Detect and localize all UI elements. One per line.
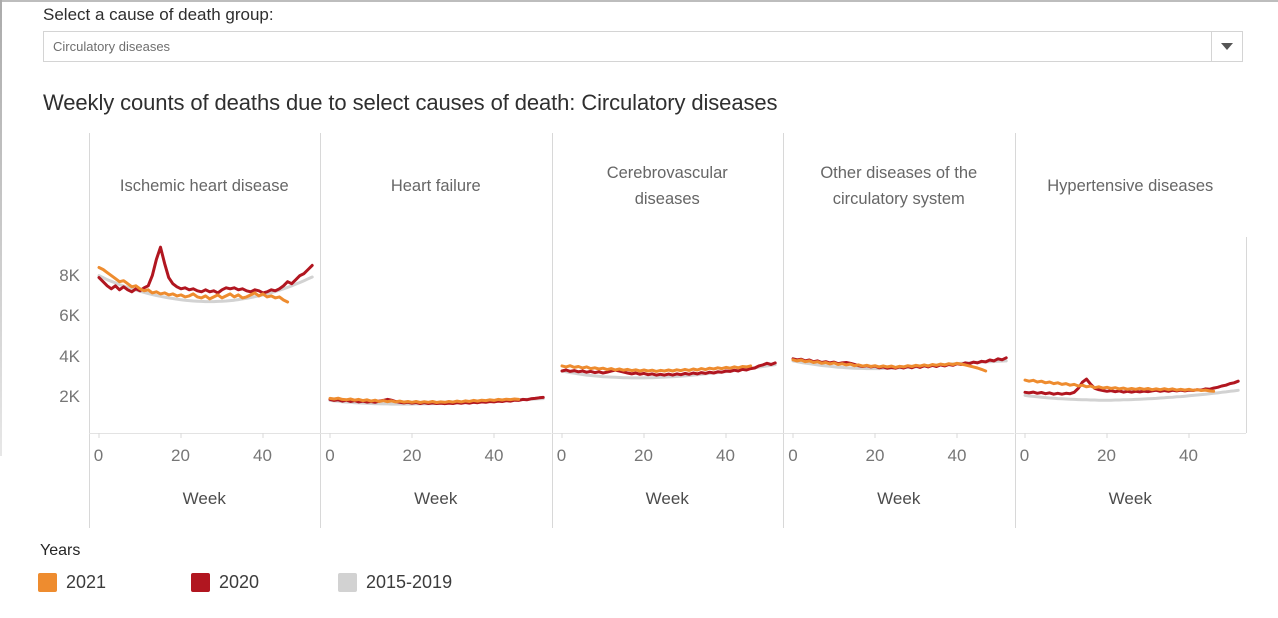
legend-item-2020[interactable]: 2020	[191, 572, 259, 593]
y-tick-label: 2K	[59, 387, 80, 407]
y-tick-label: 6K	[59, 306, 80, 326]
line-chart-ischemic-heart-disease[interactable]	[88, 133, 321, 439]
series-2021-line[interactable]	[560, 364, 752, 373]
pane-divider	[88, 133, 90, 528]
x-axis-title: Week	[645, 489, 689, 508]
chart-title: Weekly counts of deaths due to select ca…	[43, 90, 778, 115]
panel-title-ischemic-heart-disease: Ischemic heart disease	[119, 176, 289, 195]
chart-right-border	[1246, 237, 1247, 433]
legend-title: Years	[40, 542, 81, 559]
chevron-down-icon	[1221, 43, 1233, 50]
x-tick-label: 0	[93, 446, 104, 465]
pane-divider	[551, 133, 553, 528]
x-tick-label: 20	[402, 446, 422, 465]
dropdown-arrow-button[interactable]	[1211, 32, 1242, 61]
legend-label: 2015-2019	[366, 572, 453, 592]
x-axis-title: Week	[182, 489, 226, 508]
legend-item-2015-2019[interactable]: 2015-2019	[338, 572, 452, 593]
series-2021-line[interactable]	[97, 266, 289, 304]
series-2020-line[interactable]	[97, 245, 314, 295]
panel-title-other-diseases-of-the-circulatory-system: Other diseases of the circulatory system	[820, 163, 978, 208]
x-tick-label: 20	[1097, 446, 1116, 465]
series-2020-line[interactable]	[1023, 377, 1240, 396]
x-tick-label: 20	[171, 446, 190, 465]
x-tick-label: 0	[325, 446, 335, 465]
x-tick-label: 0	[788, 446, 798, 465]
legend-swatch-2015-2019	[338, 573, 357, 592]
line-chart-hypertensive-diseases[interactable]	[1014, 133, 1247, 439]
series-2021-line[interactable]	[791, 358, 988, 373]
x-axis-title: Week	[877, 489, 921, 508]
cause-group-label: Select a cause of death group:	[43, 5, 274, 24]
x-tick-label: 20	[634, 446, 653, 465]
legend-label: 2021	[66, 572, 107, 592]
line-chart-cerebrovascular-diseases[interactable]	[551, 133, 784, 439]
cause-dropdown[interactable]: Circulatory diseases	[43, 31, 1243, 62]
line-chart-other-diseases-of-the-circulatory-system[interactable]	[783, 133, 1015, 439]
series-2021-line[interactable]	[328, 396, 521, 404]
x-tick-label: 40	[484, 446, 504, 465]
x-axis-title: Week	[414, 489, 458, 508]
x-tick-label: 0	[1019, 446, 1030, 465]
pane-divider	[783, 133, 784, 528]
pane-divider	[1014, 133, 1016, 528]
pane-divider	[320, 133, 321, 528]
x-tick-label: 40	[1179, 446, 1198, 465]
panel-title-heart-failure: Heart failure	[390, 176, 481, 195]
legend-swatch-2020	[191, 573, 210, 592]
legend-item-2021[interactable]: 2021	[38, 572, 106, 593]
x-axis-title: Week	[1108, 489, 1152, 508]
legend-label: 2020	[219, 572, 260, 592]
page-left-border	[0, 0, 2, 456]
series-2020-line[interactable]	[560, 361, 777, 377]
page-top-border	[0, 0, 1278, 2]
x-tick-label: 40	[716, 446, 735, 465]
panel-title-hypertensive-diseases: Hypertensive diseases	[1047, 176, 1214, 195]
line-chart-heart-failure[interactable]	[320, 133, 552, 439]
cause-dropdown-value: Circulatory diseases	[53, 39, 171, 54]
panel-title-cerebrovascular-diseases: Cerebrovascular diseases	[606, 163, 728, 208]
series-2015-2019-line[interactable]	[1023, 388, 1240, 402]
legend-swatch-2021	[38, 573, 57, 592]
y-tick-label: 4K	[59, 346, 80, 366]
x-tick-label: 0	[556, 446, 567, 465]
y-tick-label: 8K	[59, 265, 80, 285]
x-tick-label: 20	[865, 446, 885, 465]
series-2021-line[interactable]	[1023, 378, 1215, 393]
x-tick-label: 40	[253, 446, 272, 465]
x-tick-label: 40	[947, 446, 967, 465]
